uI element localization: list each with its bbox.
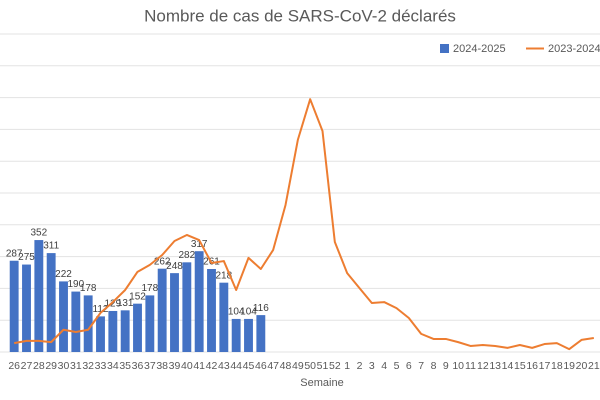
x-tick-label: 18 xyxy=(551,360,563,372)
x-tick-label: 47 xyxy=(267,360,279,372)
x-tick-label: 43 xyxy=(218,360,230,372)
bar xyxy=(170,273,179,352)
data-label: 352 xyxy=(30,228,47,239)
data-label: 275 xyxy=(18,252,35,263)
legend-label: 2024-2025 xyxy=(453,43,506,55)
x-tick-label: 39 xyxy=(169,360,181,372)
x-tick-label: 8 xyxy=(431,360,437,372)
data-label: 317 xyxy=(191,239,208,250)
x-tick-label: 30 xyxy=(58,360,70,372)
bar xyxy=(34,240,44,352)
x-tick-label: 51 xyxy=(317,360,329,372)
x-tick-label: 45 xyxy=(243,360,255,372)
bar xyxy=(22,264,31,352)
bar xyxy=(256,315,266,352)
x-tick-label: 36 xyxy=(132,360,144,372)
data-label: 116 xyxy=(253,303,269,314)
data-label: 112 xyxy=(93,304,109,315)
x-tick-label: 3 xyxy=(369,360,375,372)
data-label: 178 xyxy=(141,283,158,294)
x-axis-label: Semaine xyxy=(300,377,343,389)
x-tick-label: 7 xyxy=(418,360,424,372)
bar xyxy=(108,310,118,352)
x-tick-label: 5 xyxy=(394,360,400,372)
bar xyxy=(145,295,155,352)
data-label: 131 xyxy=(117,298,134,309)
data-label: 262 xyxy=(154,256,171,267)
x-tick-label: 35 xyxy=(119,360,131,372)
data-label: 152 xyxy=(129,291,146,302)
x-tick-label: 15 xyxy=(514,360,526,372)
data-label: 218 xyxy=(215,270,232,281)
bar xyxy=(83,295,93,352)
data-label: 178 xyxy=(80,283,97,294)
bar xyxy=(120,310,130,352)
x-tick-label: 10 xyxy=(452,360,464,372)
x-tick-label: 34 xyxy=(107,360,119,372)
bar xyxy=(244,318,253,352)
x-tick-label: 28 xyxy=(33,360,45,372)
x-tick-label: 19 xyxy=(563,360,575,372)
bar xyxy=(207,269,216,352)
x-tick-label: 26 xyxy=(8,360,20,372)
x-tick-label: 31 xyxy=(70,360,82,372)
bar xyxy=(133,303,142,352)
x-tick-label: 42 xyxy=(206,360,218,372)
data-label: 282 xyxy=(178,250,195,261)
legend-label: 2023-2024 xyxy=(548,43,600,55)
x-tick-label: 49 xyxy=(292,360,304,372)
bar xyxy=(9,260,19,352)
x-tick-label: 32 xyxy=(82,360,94,372)
x-tick-label: 52 xyxy=(329,360,341,372)
data-label: 248 xyxy=(166,261,183,272)
x-tick-label: 40 xyxy=(181,360,193,372)
x-tick-label: 2 xyxy=(357,360,363,372)
bar xyxy=(194,251,204,352)
data-label: 104 xyxy=(228,307,245,318)
bar xyxy=(219,282,229,352)
x-tick-label: 12 xyxy=(477,360,489,372)
data-label: 104 xyxy=(240,307,257,318)
x-tick-label: 41 xyxy=(193,360,205,372)
data-label: 129 xyxy=(104,299,121,310)
x-tick-label: 14 xyxy=(502,360,514,372)
x-tick-label: 1 xyxy=(344,360,350,372)
data-label: 190 xyxy=(67,279,84,290)
x-tick-label: 33 xyxy=(95,360,107,372)
x-tick-label: 37 xyxy=(144,360,156,372)
data-label: 287 xyxy=(6,248,23,259)
x-tick-label: 20 xyxy=(576,360,588,372)
x-tick-label: 11 xyxy=(465,360,476,372)
x-tick-label: 16 xyxy=(526,360,538,372)
x-tick-label: 48 xyxy=(280,360,292,372)
x-tick-label: 46 xyxy=(255,360,267,372)
bar xyxy=(96,316,105,352)
x-tick-label: 17 xyxy=(539,360,551,372)
x-tick-label: 4 xyxy=(381,360,387,372)
legend-swatch xyxy=(440,44,449,53)
data-label: 311 xyxy=(43,241,59,252)
bar xyxy=(182,262,192,352)
bar xyxy=(231,318,241,352)
x-tick-label: 44 xyxy=(230,360,242,372)
chart-title: Nombre de cas de SARS-CoV-2 déclarés xyxy=(144,6,456,25)
x-tick-label: 50 xyxy=(304,360,316,372)
x-tick-label: 13 xyxy=(489,360,501,372)
x-tick-label: 38 xyxy=(156,360,168,372)
line xyxy=(13,98,594,351)
data-label: 222 xyxy=(55,269,72,280)
x-tick-label: 9 xyxy=(443,360,449,372)
x-tick-label: 27 xyxy=(21,360,33,372)
bar xyxy=(46,253,56,352)
bar xyxy=(71,291,81,352)
bar xyxy=(157,268,167,352)
bar xyxy=(59,281,68,352)
x-tick-label: 6 xyxy=(406,360,412,372)
x-tick-label: 21 xyxy=(588,360,600,372)
x-tick-label: 29 xyxy=(45,360,57,372)
